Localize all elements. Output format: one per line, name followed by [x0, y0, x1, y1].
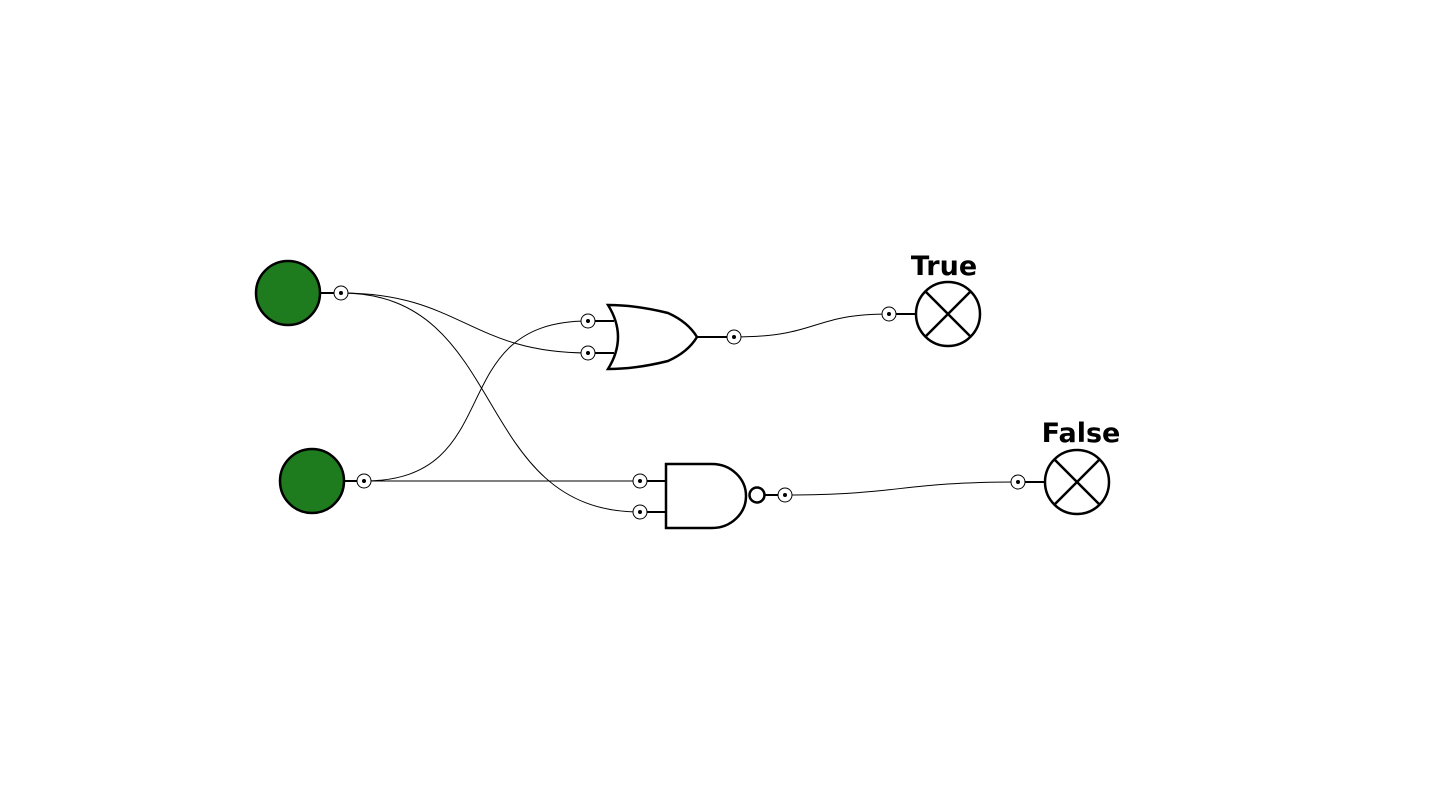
pins — [333, 285, 1026, 520]
pin-nand-out[interactable] — [777, 487, 793, 503]
pin-input-a-out[interactable] — [333, 285, 349, 301]
nand-gate[interactable] — [640, 462, 785, 530]
or-gate[interactable] — [588, 303, 734, 371]
wire-or-to-output-true[interactable] — [733, 313, 890, 338]
pin-or-in-2[interactable] — [580, 345, 596, 361]
input-switch-b-group[interactable] — [278, 447, 364, 515]
nand-gate-inverter-bubble — [748, 486, 766, 504]
input-switch-b[interactable] — [278, 447, 346, 515]
pin-lamp-false-in[interactable] — [1010, 474, 1026, 490]
wire-nand-to-output-false[interactable] — [784, 481, 1019, 496]
output-lamp-true[interactable]: True — [889, 251, 982, 348]
input-switch-a-group[interactable] — [254, 259, 341, 327]
output-lamp-false[interactable]: False — [1018, 418, 1121, 516]
wire-input-a-to-or[interactable] — [340, 292, 589, 354]
pin-lamp-true-in[interactable] — [881, 306, 897, 322]
pin-or-in-1[interactable] — [580, 313, 596, 329]
output-label-true: True — [911, 251, 977, 282]
output-label-false: False — [1042, 418, 1121, 449]
pin-nand-in-1[interactable] — [632, 473, 648, 489]
pin-or-out[interactable] — [726, 329, 742, 345]
wire-input-a-to-nand[interactable] — [340, 292, 641, 513]
wire-input-b-to-or[interactable] — [363, 320, 589, 482]
pin-input-b-out[interactable] — [356, 473, 372, 489]
wires — [340, 292, 1019, 513]
pin-nand-in-2[interactable] — [632, 504, 648, 520]
or-gate-body[interactable] — [605, 303, 699, 371]
input-switch-a[interactable] — [254, 259, 322, 327]
nand-gate-body[interactable] — [664, 462, 748, 530]
